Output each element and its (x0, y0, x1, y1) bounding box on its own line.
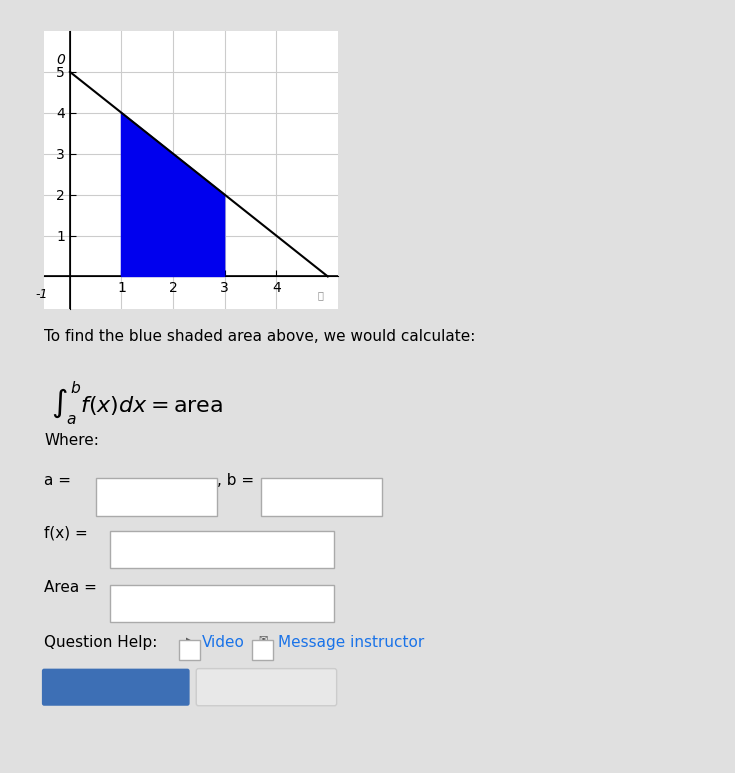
Polygon shape (121, 113, 225, 277)
Text: Message instructor: Message instructor (278, 635, 424, 650)
Text: , b =: , b = (217, 473, 254, 488)
Text: Question Help:: Question Help: (44, 635, 157, 650)
Text: -1: -1 (35, 288, 48, 301)
Text: ✉: ✉ (259, 635, 268, 645)
Text: Video: Video (202, 635, 245, 650)
Text: Jump to Answer: Jump to Answer (206, 674, 326, 690)
Text: 🔍: 🔍 (317, 290, 323, 300)
Text: 0: 0 (56, 53, 65, 66)
Text: $\int_a^b f(x)dx = \mathrm{area}$: $\int_a^b f(x)dx = \mathrm{area}$ (51, 379, 223, 427)
Text: f(x) =: f(x) = (44, 526, 88, 540)
Text: a =: a = (44, 473, 71, 488)
Text: To find the blue shaded area above, we would calculate:: To find the blue shaded area above, we w… (44, 329, 476, 343)
Text: Area =: Area = (44, 580, 97, 594)
Text: ▶: ▶ (186, 635, 193, 645)
Text: Where:: Where: (44, 433, 99, 448)
Text: Submit Question: Submit Question (43, 674, 187, 690)
